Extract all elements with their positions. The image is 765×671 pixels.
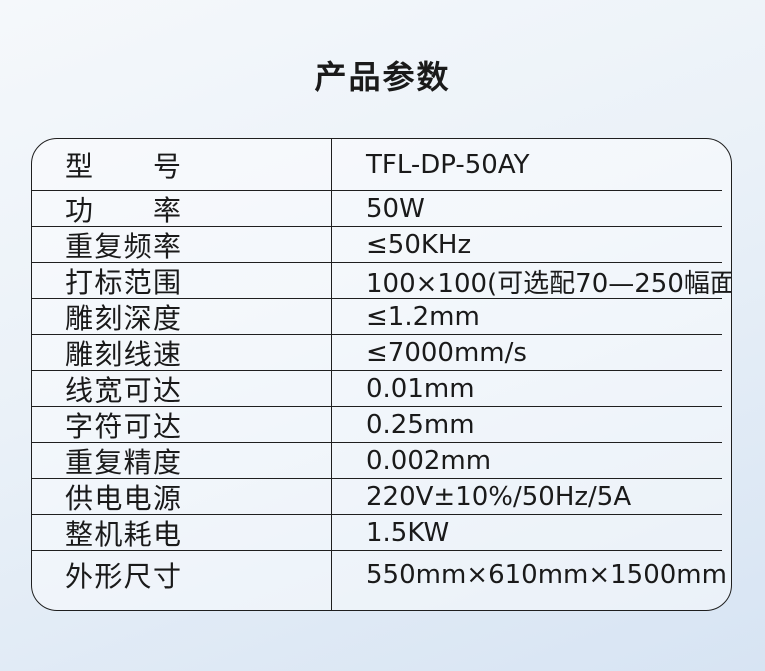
spec-label: 供电电源 (65, 482, 181, 515)
spec-label-cell: 雕刻线速 (32, 335, 332, 371)
spec-row: 功率 50W (32, 191, 731, 227)
spec-label-cell: 供电电源 (32, 479, 332, 515)
spec-label-cell: 外形尺寸 (32, 551, 332, 610)
spec-label: 整机耗电 (65, 518, 181, 551)
spec-value: 550mm×610mm×1500mm (366, 559, 727, 590)
spec-label: 打标范围 (65, 266, 181, 299)
product-spec-table: 型号 TFL-DP-50AY 功率 50W 重复频率 ≤50KHz 打标范围 1… (31, 138, 732, 611)
spec-value: 0.25mm (366, 410, 475, 440)
spec-row: 供电电源 220V±10%/50Hz/5A (32, 479, 731, 515)
spec-row: 整机耗电 1.5KW (32, 515, 731, 551)
spec-label-cell: 重复精度 (32, 443, 332, 479)
spec-value: 1.5KW (366, 518, 450, 548)
spec-row: 线宽可达 0.01mm (32, 371, 731, 407)
spec-label-cell: 整机耗电 (32, 515, 332, 551)
spec-label-cell: 功率 (32, 191, 332, 227)
spec-value: 0.002mm (366, 446, 492, 476)
spec-rows: 型号 TFL-DP-50AY 功率 50W 重复频率 ≤50KHz 打标范围 1… (32, 139, 731, 610)
spec-value: 0.01mm (366, 374, 475, 404)
spec-row: 打标范围 100×100(可选配70—250幅面 (32, 263, 731, 299)
spec-value: ≤50KHz (366, 230, 472, 260)
spec-label: 字符可达 (65, 410, 181, 443)
spec-label-cell: 雕刻深度 (32, 299, 332, 335)
spec-row: 重复频率 ≤50KHz (32, 227, 731, 263)
spec-row: 重复精度 0.002mm (32, 443, 731, 479)
spec-label: 功率 (65, 194, 181, 227)
spec-label: 外形尺寸 (65, 559, 181, 593)
spec-label-cell: 字符可达 (32, 407, 332, 443)
spec-row: 外形尺寸 550mm×610mm×1500mm (32, 551, 731, 610)
spec-label: 型号 (65, 150, 181, 183)
page-title: 产品参数 (314, 58, 451, 96)
spec-label-cell: 线宽可达 (32, 371, 332, 407)
spec-label: 线宽可达 (65, 374, 181, 407)
spec-label-cell: 打标范围 (32, 263, 332, 299)
spec-label-cell: 重复频率 (32, 227, 332, 263)
spec-row: 型号 TFL-DP-50AY (32, 139, 731, 191)
spec-label: 雕刻线速 (65, 338, 181, 371)
spec-value: TFL-DP-50AY (366, 150, 530, 180)
spec-label: 雕刻深度 (65, 302, 181, 335)
spec-label: 重复精度 (65, 446, 181, 479)
spec-value: 100×100(可选配70—250幅面 (366, 268, 732, 299)
spec-value: ≤1.2mm (366, 302, 480, 332)
spec-value: ≤7000mm/s (366, 338, 527, 368)
spec-row: 雕刻线速 ≤7000mm/s (32, 335, 731, 371)
spec-label-cell: 型号 (32, 139, 332, 191)
spec-value: 50W (366, 194, 425, 224)
spec-label: 重复频率 (65, 230, 181, 263)
spec-row: 字符可达 0.25mm (32, 407, 731, 443)
spec-row: 雕刻深度 ≤1.2mm (32, 299, 731, 335)
spec-value: 220V±10%/50Hz/5A (366, 482, 632, 512)
